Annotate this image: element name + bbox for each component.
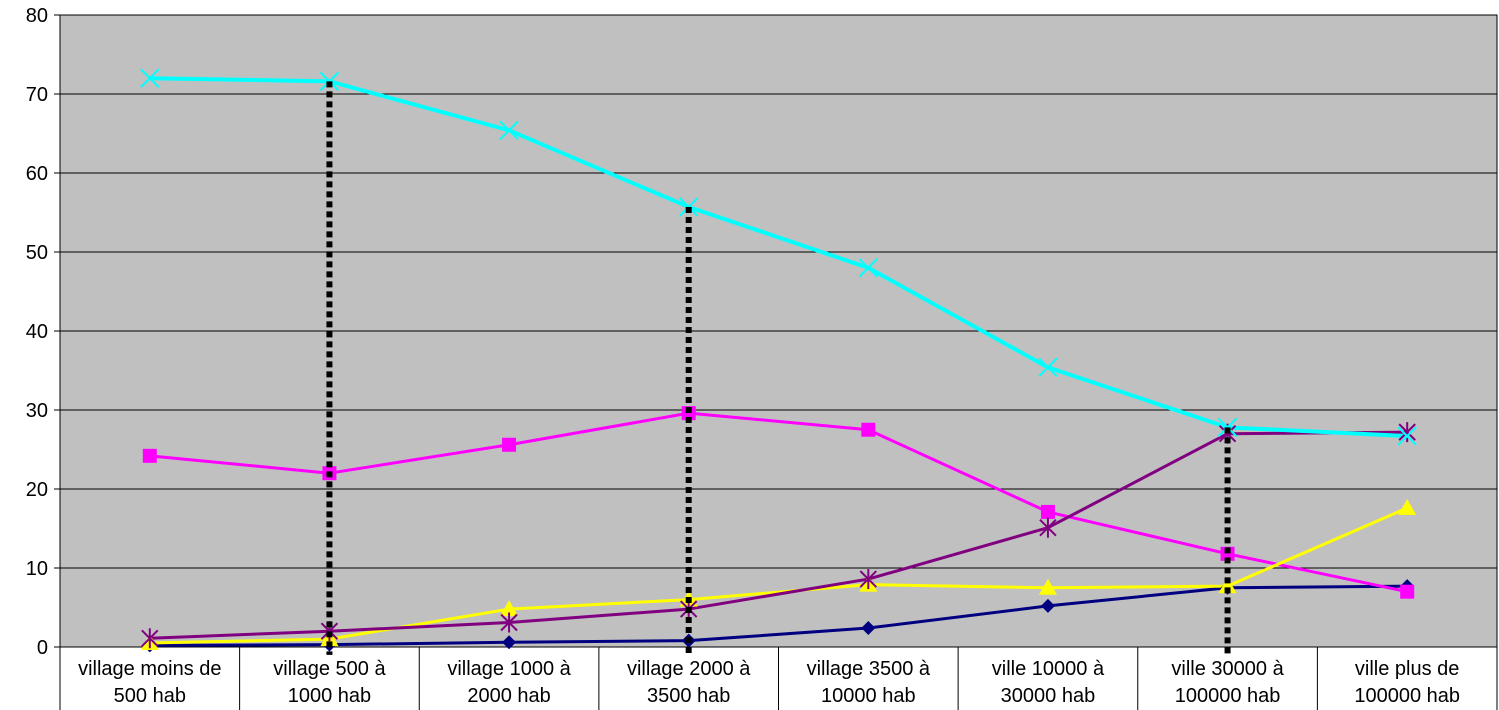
- data-point: [1038, 357, 1058, 378]
- y-tick-label: 0: [37, 637, 48, 659]
- series-line-5: [149, 76, 1408, 439]
- category-label-line: village 3500 à: [807, 658, 931, 680]
- category-label-line: village 1000 à: [447, 658, 571, 680]
- category-label-line: 10000 hab: [821, 685, 916, 707]
- y-tick-label: 70: [26, 84, 48, 106]
- category-label-line: 2000 hab: [467, 685, 550, 707]
- category-label-line: village 2000 à: [627, 658, 751, 680]
- category-label-line: ville plus de: [1355, 658, 1460, 680]
- category-label-line: ville 10000 à: [992, 658, 1105, 680]
- data-point: [1040, 504, 1055, 519]
- data-point: [500, 612, 518, 633]
- category-label-line: 100000 hab: [1354, 685, 1460, 707]
- data-point: [499, 120, 519, 141]
- data-point: [1220, 546, 1235, 561]
- y-tick-label: 40: [26, 321, 48, 343]
- y-tick-label: 10: [26, 558, 48, 580]
- data-point: [500, 600, 519, 617]
- y-tick-label: 20: [26, 479, 48, 501]
- category-label-line: ville 30000 à: [1171, 658, 1284, 680]
- gridlines: [60, 93, 1497, 569]
- y-tick-label: 50: [26, 242, 48, 264]
- series-line-2: [149, 411, 1408, 594]
- data-point: [861, 422, 876, 437]
- category-label: village 2000 à 3500 hab: [627, 658, 751, 707]
- data-point: [1218, 577, 1237, 594]
- data-point: [141, 628, 159, 649]
- category-label: ville plus de 100000 hab: [1354, 658, 1460, 707]
- series-line-4: [149, 430, 1408, 640]
- data-point: [140, 68, 160, 88]
- data-point: [1039, 517, 1057, 538]
- category-label: ville 30000 à 100000 hab: [1171, 658, 1284, 707]
- data-point: [502, 437, 517, 452]
- data-point: [1038, 578, 1057, 595]
- category-label-line: village moins de: [78, 658, 221, 680]
- y-axis: 0 10 20 30 40 50 60 70 80: [26, 5, 60, 659]
- series-line-3: [149, 506, 1408, 645]
- category-label-line: 1000 hab: [288, 685, 371, 707]
- category-label: village 500 à 1000 hab: [273, 658, 386, 707]
- category-label-line: village 500 à: [273, 658, 386, 680]
- data-point: [1398, 498, 1417, 515]
- category-label: ville 10000 à 30000 hab: [992, 658, 1105, 707]
- y-tick-label: 80: [26, 5, 48, 27]
- data-point: [142, 448, 157, 463]
- marker-stroke: [1397, 426, 1417, 446]
- marker-stroke: [1038, 357, 1058, 378]
- data-point: [1397, 426, 1417, 446]
- x-axis: village moins de 500 hab village 500 à 1000…: [59, 647, 1498, 710]
- series-markers: [140, 68, 1417, 653]
- y-tick-label: 60: [26, 163, 48, 185]
- data-point: [859, 569, 878, 590]
- data-point: [1398, 422, 1416, 443]
- category-label: village moins de 500 hab: [78, 658, 221, 707]
- series-lines: [149, 76, 1408, 647]
- category-label: village 3500 à 10000 hab: [807, 658, 931, 707]
- category-label: village 1000 à 2000 hab: [447, 658, 571, 707]
- data-point: [681, 406, 696, 421]
- marker-stroke: [499, 120, 519, 141]
- data-point: [502, 635, 517, 650]
- category-label-line: 500 hab: [114, 685, 186, 707]
- data-point: [1400, 584, 1415, 599]
- data-point: [861, 621, 876, 636]
- marker-stroke: [140, 68, 160, 88]
- category-label-line: 100000 hab: [1175, 685, 1281, 707]
- data-point: [858, 258, 879, 278]
- series-line-1: [149, 584, 1408, 647]
- category-label-line: 3500 hab: [647, 685, 730, 707]
- category-label-line: 30000 hab: [1001, 685, 1096, 707]
- marker-stroke: [858, 258, 879, 278]
- drop-lines: [326, 81, 1231, 655]
- data-point: [1040, 598, 1055, 613]
- y-tick-label: 30: [26, 400, 48, 422]
